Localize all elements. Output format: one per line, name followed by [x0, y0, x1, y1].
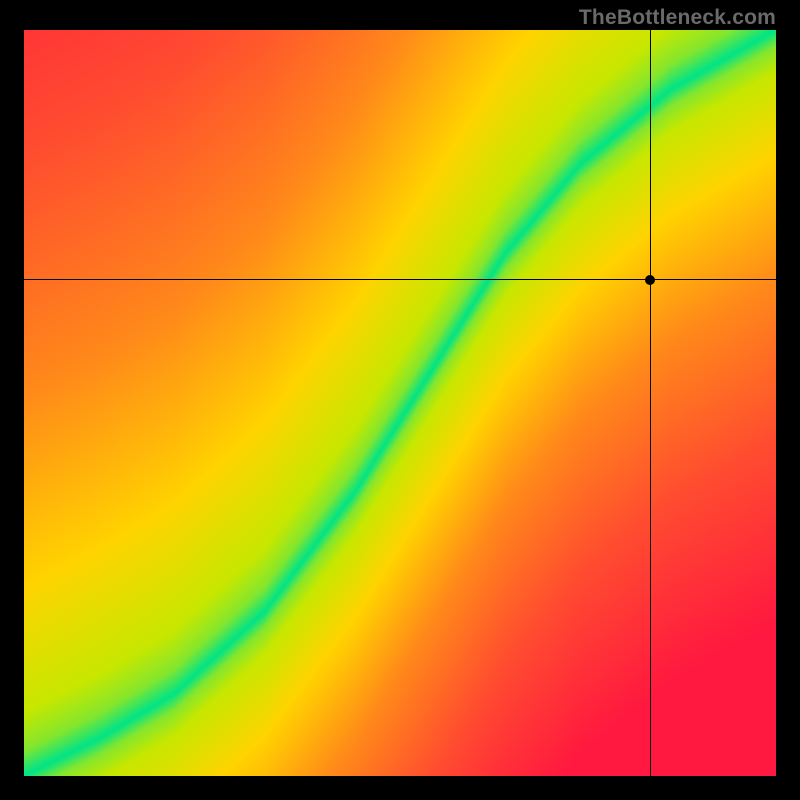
crosshair-horizontal [24, 279, 776, 280]
crosshair-vertical [650, 30, 651, 776]
watermark-text: TheBottleneck.com [579, 6, 776, 30]
crosshair-marker [645, 275, 655, 285]
bottleneck-heatmap [24, 30, 776, 776]
heatmap-canvas [24, 30, 776, 776]
